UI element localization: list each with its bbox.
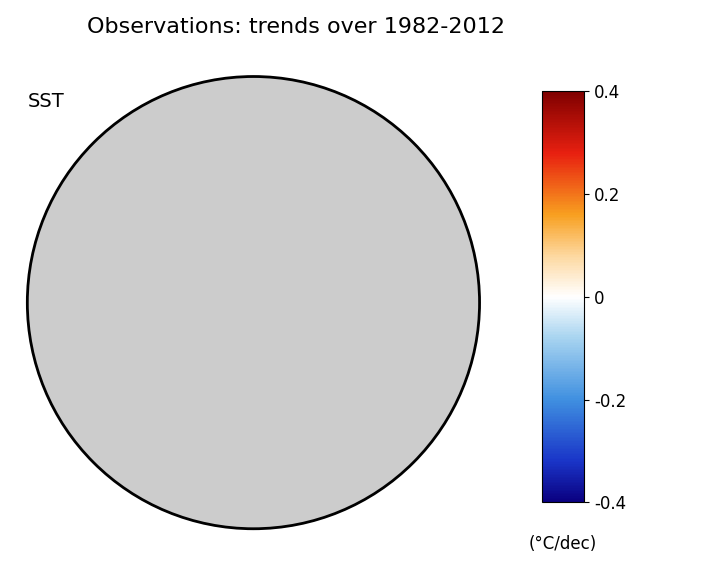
Text: SST: SST — [27, 91, 64, 111]
Text: (°C/dec): (°C/dec) — [529, 536, 597, 553]
Circle shape — [27, 77, 479, 529]
Text: Observations: trends over 1982-2012: Observations: trends over 1982-2012 — [87, 17, 505, 37]
